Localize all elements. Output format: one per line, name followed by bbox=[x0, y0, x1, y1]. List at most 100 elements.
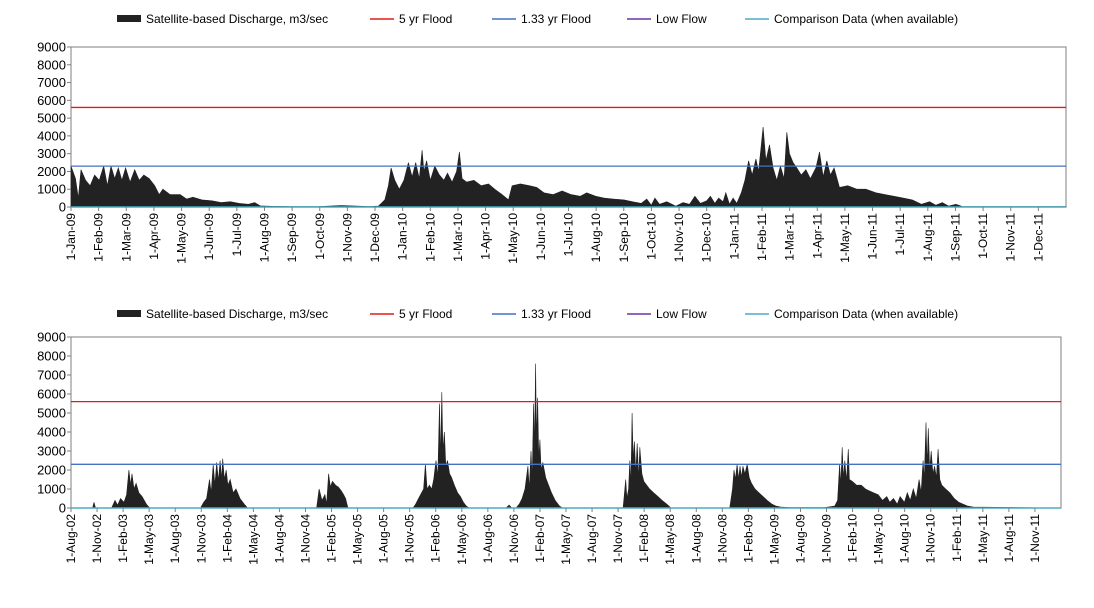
x-tick-label: 1-May-09 bbox=[175, 213, 189, 264]
x-tick-label: 1-May-11 bbox=[976, 514, 990, 564]
x-tick-label: 1-Feb-04 bbox=[220, 514, 234, 563]
legend-swatch bbox=[117, 15, 141, 22]
y-tick-label: 0 bbox=[59, 501, 66, 516]
x-tick-label: 1-Aug-11 bbox=[1002, 514, 1016, 563]
chart-panel-2: Satellite-based Discharge, m3/sec 5 yr Fl… bbox=[37, 307, 1062, 565]
x-tick-label: 1-Feb-05 bbox=[325, 514, 339, 563]
discharge-area bbox=[71, 363, 1062, 509]
x-tick-label: 1-Nov-09 bbox=[340, 213, 354, 263]
x-tick-label: 1-Jul-09 bbox=[230, 213, 244, 257]
x-tick-label: 1-Feb-03 bbox=[116, 514, 130, 563]
legend-item: Satellite-based Discharge, m3/sec bbox=[117, 307, 328, 321]
y-tick-label: 8000 bbox=[37, 57, 66, 72]
legend-label: 5 yr Flood bbox=[399, 307, 452, 321]
legend-label: 1.33 yr Flood bbox=[521, 12, 591, 26]
x-tick-label: 1-Dec-09 bbox=[368, 213, 382, 263]
x-tick-label: 1-Feb-09 bbox=[92, 213, 106, 262]
x-tick-label: 1-Aug-04 bbox=[272, 514, 286, 564]
x-tick-label: 1-Aug-09 bbox=[257, 213, 271, 263]
x-tick-label: 1-May-06 bbox=[455, 514, 469, 565]
x-tick-label: 1-Aug-05 bbox=[377, 514, 391, 564]
x-tick-label: 1-May-11 bbox=[838, 213, 852, 263]
x-tick-label: 1-Nov-10 bbox=[672, 213, 686, 263]
y-tick-label: 5000 bbox=[37, 111, 66, 126]
x-tick-label: 1-May-08 bbox=[663, 514, 677, 565]
x-tick-label: 1-Apr-10 bbox=[479, 213, 493, 260]
y-tick-label: 1000 bbox=[37, 182, 66, 197]
x-tick-label: 1-Jun-10 bbox=[534, 213, 548, 261]
y-tick-label: 4000 bbox=[37, 425, 66, 440]
x-tick-label: 1-Nov-03 bbox=[194, 514, 208, 564]
x-tick-label: 1-Aug-11 bbox=[921, 213, 935, 262]
y-tick-label: 8000 bbox=[37, 349, 66, 364]
x-tick-label: 1-May-10 bbox=[506, 213, 520, 264]
x-tick-label: 1-Nov-07 bbox=[611, 514, 625, 564]
x-tick-label: 1-Feb-10 bbox=[423, 213, 437, 262]
x-tick-label: 1-Nov-02 bbox=[90, 514, 104, 564]
x-tick-label: 1-Oct-11 bbox=[976, 213, 990, 259]
legend-item: Low Flow bbox=[627, 12, 707, 26]
legend-label: Comparison Data (when available) bbox=[774, 307, 958, 321]
x-tick-label: 1-Apr-11 bbox=[810, 213, 824, 259]
legend-item: Low Flow bbox=[627, 307, 707, 321]
y-tick-label: 6000 bbox=[37, 93, 66, 108]
x-tick-label: 1-Nov-06 bbox=[507, 514, 521, 564]
y-tick-label: 7000 bbox=[37, 75, 66, 90]
x-tick-label: 1-Dec-10 bbox=[700, 213, 714, 263]
x-tick-label: 1-Aug-06 bbox=[481, 514, 495, 564]
x-tick-label: 1-Jan-11 bbox=[727, 213, 741, 260]
x-tick-label: 1-Dec-11 bbox=[1031, 213, 1045, 262]
x-tick-label: 1-Nov-11 bbox=[1028, 514, 1042, 563]
y-tick-label: 3000 bbox=[37, 444, 66, 459]
x-tick-label: 1-Mar-11 bbox=[783, 213, 797, 261]
legend-item: Satellite-based Discharge, m3/sec bbox=[117, 12, 328, 26]
x-tick-label: 1-Feb-06 bbox=[429, 514, 443, 563]
legend-label: Low Flow bbox=[656, 12, 707, 26]
y-tick-label: 6000 bbox=[37, 387, 66, 402]
x-tick-label: 1-Aug-07 bbox=[585, 514, 599, 564]
x-tick-label: 1-May-10 bbox=[872, 514, 886, 565]
x-tick-label: 1-Feb-11 bbox=[950, 514, 964, 562]
legend-item: Comparison Data (when available) bbox=[745, 307, 958, 321]
x-tick-label: 1-Mar-09 bbox=[119, 213, 133, 262]
x-tick-label: 1-Nov-08 bbox=[715, 514, 729, 564]
x-tick-label: 1-Nov-05 bbox=[403, 514, 417, 564]
legend-label: Satellite-based Discharge, m3/sec bbox=[146, 12, 328, 26]
x-tick-label: 1-Aug-08 bbox=[689, 514, 703, 564]
y-tick-label: 0 bbox=[59, 200, 66, 215]
legend: Satellite-based Discharge, m3/sec 5 yr Fl… bbox=[117, 307, 958, 321]
x-tick-label: 1-Oct-10 bbox=[644, 213, 658, 260]
y-tick-label: 1000 bbox=[37, 482, 66, 497]
y-tick-label: 2000 bbox=[37, 164, 66, 179]
x-tick-label: 1-Aug-03 bbox=[168, 514, 182, 564]
x-tick-label: 1-May-04 bbox=[246, 514, 260, 565]
y-tick-label: 7000 bbox=[37, 368, 66, 383]
legend-item: 1.33 yr Flood bbox=[492, 12, 591, 26]
legend-item: 1.33 yr Flood bbox=[492, 307, 591, 321]
x-tick-label: 1-May-09 bbox=[767, 514, 781, 565]
x-tick-label: 1-Apr-09 bbox=[147, 213, 161, 260]
x-tick-label: 1-Sep-10 bbox=[617, 213, 631, 263]
legend-label: 1.33 yr Flood bbox=[521, 307, 591, 321]
x-tick-label: 1-Nov-11 bbox=[1004, 213, 1018, 262]
x-tick-label: 1-Jun-11 bbox=[866, 213, 880, 260]
x-tick-label: 1-May-07 bbox=[559, 514, 573, 565]
y-tick-label: 9000 bbox=[37, 330, 66, 345]
plot-area bbox=[70, 46, 1067, 208]
x-tick-label: 1-Feb-09 bbox=[741, 514, 755, 563]
legend-label: Comparison Data (when available) bbox=[774, 12, 958, 26]
legend-swatch bbox=[117, 310, 141, 317]
x-tick-label: 1-Nov-10 bbox=[924, 514, 938, 564]
x-tick-label: 1-Sep-11 bbox=[948, 213, 962, 262]
x-tick-label: 1-Nov-04 bbox=[298, 514, 312, 564]
x-tick-label: 1-Jul-10 bbox=[562, 213, 576, 257]
x-tick-label: 1-Aug-10 bbox=[898, 514, 912, 564]
x-tick-label: 1-Feb-11 bbox=[755, 213, 769, 261]
x-tick-label: 1-Jul-11 bbox=[893, 213, 907, 256]
x-tick-label: 1-Mar-10 bbox=[451, 213, 465, 262]
x-tick-label: 1-Nov-09 bbox=[820, 514, 834, 564]
x-tick-label: 1-Jan-09 bbox=[64, 213, 78, 261]
discharge-area bbox=[70, 126, 1067, 208]
x-tick-label: 1-May-03 bbox=[142, 514, 156, 565]
